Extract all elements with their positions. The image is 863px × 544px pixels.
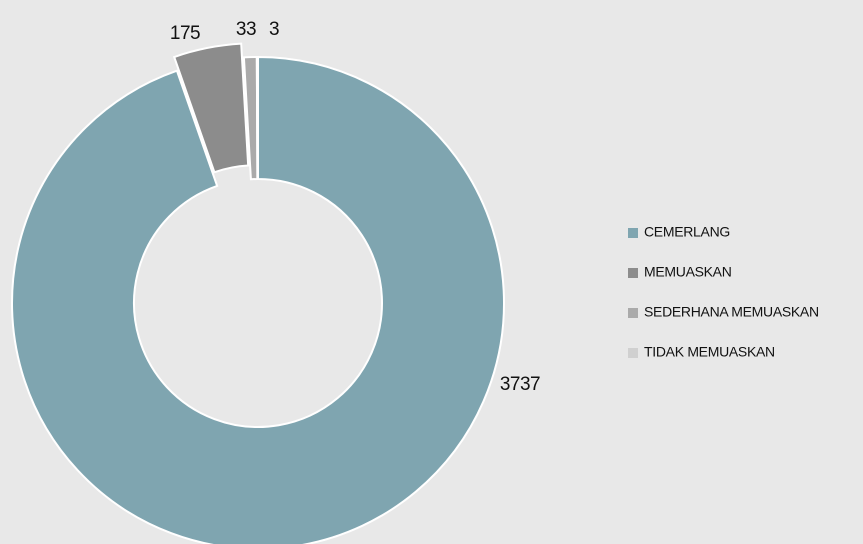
value-label: 3737 [500, 374, 540, 395]
legend-label: TIDAK MEMUASKAN [644, 344, 775, 360]
legend-swatch [628, 228, 638, 238]
donut-slice [11, 55, 505, 544]
legend-swatch [628, 308, 638, 318]
legend-label: MEMUASKAN [644, 264, 732, 280]
donut-slice [172, 42, 250, 174]
legend-swatch [628, 348, 638, 358]
legend-label: SEDERHANA MEMUASKAN [644, 304, 819, 320]
donut-slice [255, 55, 259, 181]
value-label: 3 [269, 19, 279, 40]
value-label: 175 [170, 23, 200, 44]
legend-label: CEMERLANG [644, 224, 730, 240]
value-label: 33 [236, 19, 256, 40]
legend-swatch [628, 268, 638, 278]
